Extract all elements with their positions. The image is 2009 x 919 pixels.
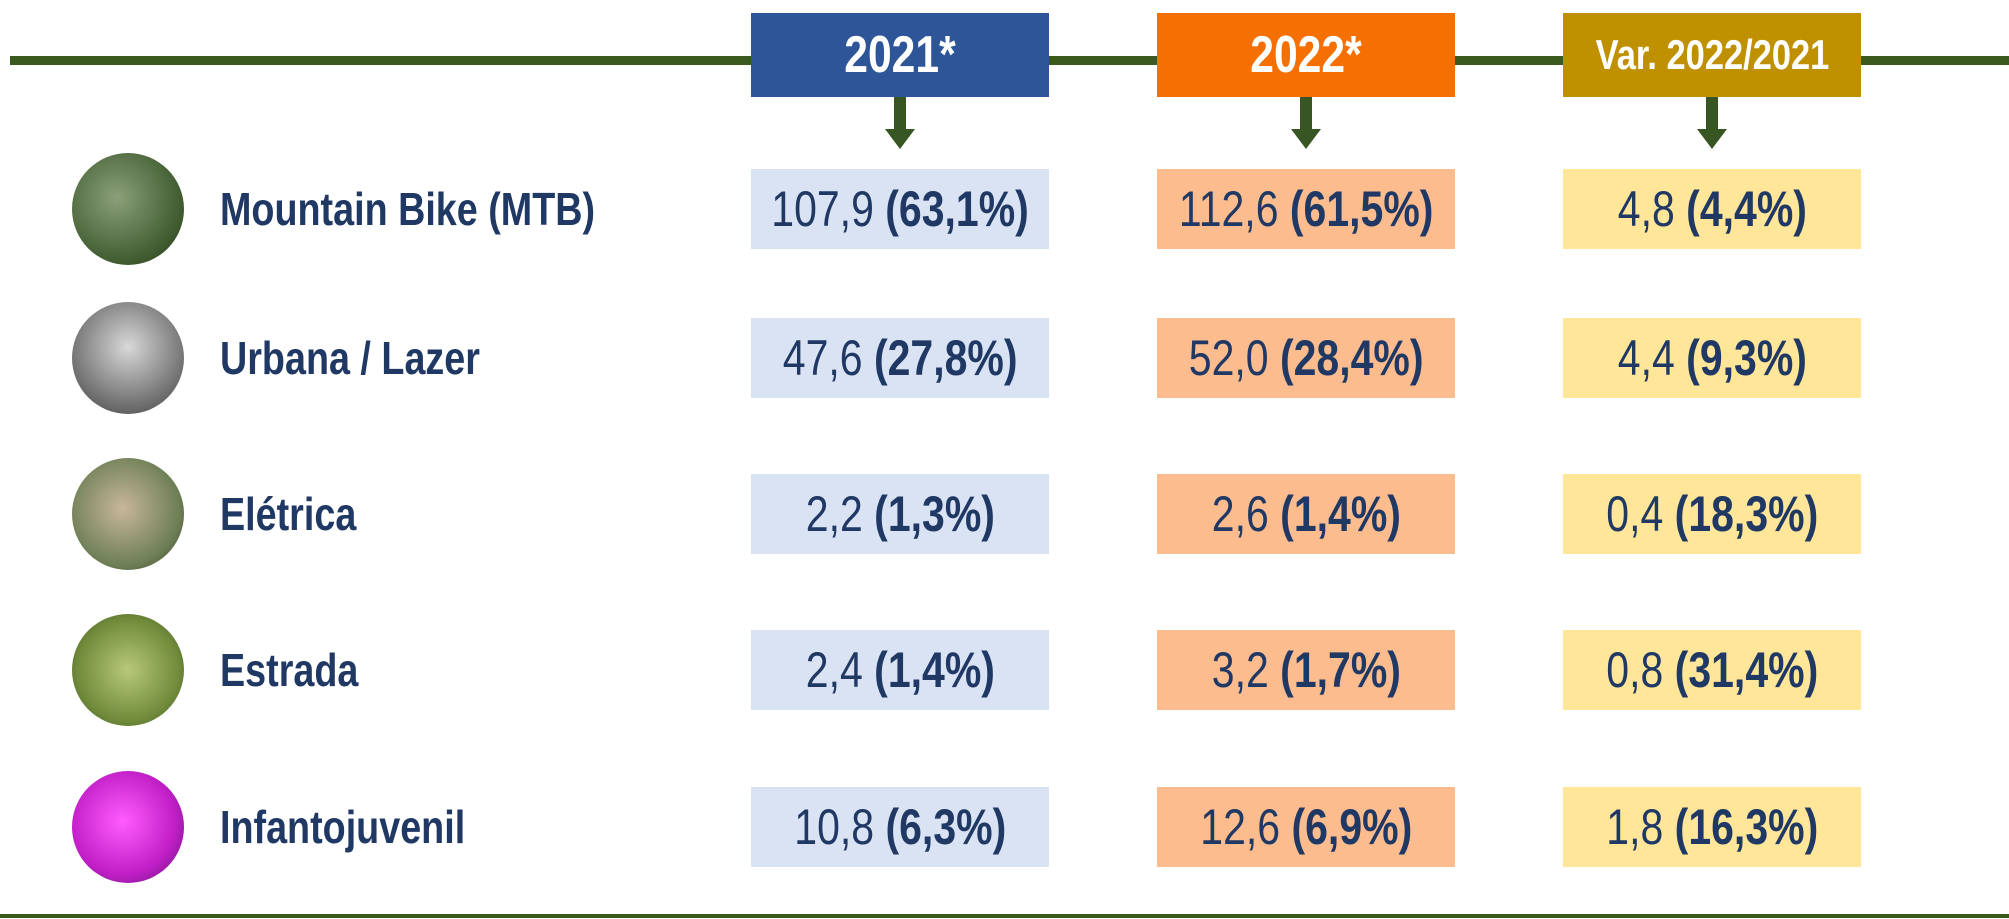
cell: 4,8 (4,4%) [1563, 169, 1861, 249]
cell-text: 47,6 (27,8%) [783, 329, 1018, 387]
cell-text: 2,6 (1,4%) [1211, 485, 1400, 543]
cell-text: 0,4 (18,3%) [1606, 485, 1818, 543]
cell-percent: (61,5%) [1289, 181, 1434, 237]
cell-percent: (1,4%) [873, 642, 995, 698]
cell-value: 47,6 [782, 330, 863, 386]
cell-value: 112,6 [1178, 181, 1279, 237]
arrow-shaft [1706, 97, 1718, 131]
cell-percent: (16,3%) [1674, 799, 1818, 855]
arrow-head [1291, 129, 1321, 149]
cell-value: 2,2 [805, 486, 863, 542]
cell: 2,6 (1,4%) [1157, 474, 1455, 554]
cell-text: 2,2 (1,3%) [805, 485, 994, 543]
cell: 47,6 (27,8%) [751, 318, 1049, 398]
column-header-text: Var. 2022/2021 [1595, 31, 1829, 78]
row-label: Infantojuvenil [220, 799, 519, 855]
cell-text: 12,6 (6,9%) [1200, 798, 1412, 856]
bottom-rule [0, 914, 2009, 918]
cell-text: 1,8 (16,3%) [1606, 798, 1818, 856]
arrow-shaft [894, 97, 906, 131]
cell: 4,4 (9,3%) [1563, 318, 1861, 398]
row-label-text: Estrada [220, 644, 359, 696]
cell-text: 3,2 (1,7%) [1211, 641, 1400, 699]
cell-text: 4,4 (9,3%) [1617, 329, 1806, 387]
column-header-text: 2022* [1250, 26, 1362, 84]
cell-text: 0,8 (31,4%) [1606, 641, 1818, 699]
cell-percent: (31,4%) [1674, 642, 1818, 698]
cell-text: 4,8 (4,4%) [1617, 180, 1806, 238]
cell-value: 4,8 [1617, 181, 1675, 237]
cell-text: 112,6 (61,5%) [1179, 180, 1434, 238]
cell-percent: (6,3%) [885, 799, 1006, 855]
cell-value: 107,9 [771, 181, 874, 237]
row-label: Elétrica [220, 486, 386, 542]
cell-text: 2,4 (1,4%) [805, 641, 994, 699]
row-icon [72, 458, 184, 570]
cell-text: 107,9 (63,1%) [771, 180, 1029, 238]
cell-value: 4,4 [1617, 330, 1675, 386]
cell-percent: (1,3%) [873, 486, 995, 542]
cell-percent: (9,3%) [1685, 330, 1807, 386]
cell-percent: (1,4%) [1279, 486, 1401, 542]
cell: 107,9 (63,1%) [751, 169, 1049, 249]
arrow-head [885, 129, 915, 149]
cell-value: 2,4 [805, 642, 863, 698]
row-label: Estrada [220, 642, 389, 698]
cell: 2,2 (1,3%) [751, 474, 1049, 554]
cell-value: 0,8 [1606, 642, 1664, 698]
row-label-text: Urbana / Lazer [220, 332, 480, 384]
column-header: 2021* [751, 13, 1049, 97]
cell: 112,6 (61,5%) [1157, 169, 1455, 249]
cell: 12,6 (6,9%) [1157, 787, 1455, 867]
column-header: 2022* [1157, 13, 1455, 97]
cell: 1,8 (16,3%) [1563, 787, 1861, 867]
cell-value: 3,2 [1211, 642, 1269, 698]
row-icon [72, 302, 184, 414]
cell-value: 12,6 [1200, 799, 1280, 855]
row-label-text: Elétrica [220, 488, 357, 540]
cell-text: 52,0 (28,4%) [1189, 329, 1424, 387]
cell-value: 52,0 [1188, 330, 1269, 386]
cell-percent: (6,9%) [1291, 799, 1412, 855]
column-header: Var. 2022/2021 [1563, 13, 1861, 97]
cell-percent: (27,8%) [873, 330, 1018, 386]
cell-percent: (4,4%) [1685, 181, 1807, 237]
row-icon [72, 614, 184, 726]
arrow-head [1697, 129, 1727, 149]
cell: 0,4 (18,3%) [1563, 474, 1861, 554]
cell-percent: (28,4%) [1279, 330, 1424, 386]
cell-value: 10,8 [794, 799, 874, 855]
row-label: Urbana / Lazer [220, 330, 537, 386]
cell: 52,0 (28,4%) [1157, 318, 1455, 398]
arrow-shaft [1300, 97, 1312, 131]
cell-percent: (63,1%) [885, 181, 1029, 237]
cell: 2,4 (1,4%) [751, 630, 1049, 710]
row-label: Mountain Bike (MTB) [220, 181, 677, 237]
cell: 10,8 (6,3%) [751, 787, 1049, 867]
cell: 0,8 (31,4%) [1563, 630, 1861, 710]
cell-percent: (18,3%) [1674, 486, 1818, 542]
row-icon [72, 771, 184, 883]
cell-value: 1,8 [1606, 799, 1664, 855]
row-label-text: Mountain Bike (MTB) [220, 183, 596, 235]
row-icon [72, 153, 184, 265]
cell-percent: (1,7%) [1279, 642, 1401, 698]
cell: 3,2 (1,7%) [1157, 630, 1455, 710]
cell-value: 2,6 [1211, 486, 1269, 542]
cell-text: 10,8 (6,3%) [794, 798, 1006, 856]
cell-value: 0,4 [1606, 486, 1664, 542]
column-header-text: 2021* [844, 26, 956, 84]
row-label-text: Infantojuvenil [220, 801, 466, 853]
